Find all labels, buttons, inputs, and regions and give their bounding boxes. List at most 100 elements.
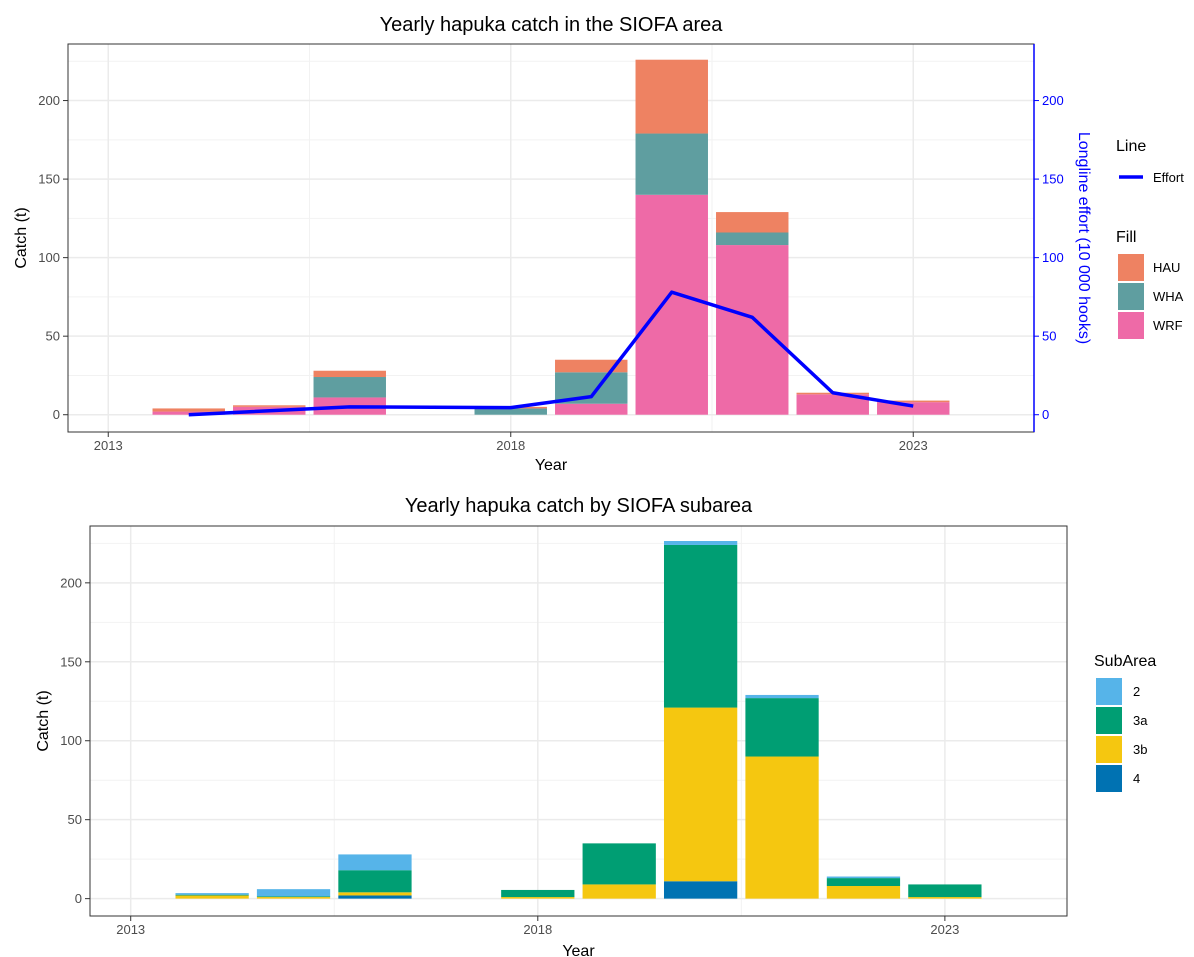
x-tick-label: 2023 xyxy=(930,922,959,937)
bar-3a-2016 xyxy=(338,870,412,893)
grid xyxy=(68,44,1034,432)
legend-key-3a xyxy=(1096,707,1122,734)
legend-key-2 xyxy=(1096,678,1122,705)
bar-2-2014 xyxy=(175,893,249,895)
legend-key-3b xyxy=(1096,736,1122,763)
right-axis-label: Longline effort (10 000 hooks) xyxy=(1075,132,1092,344)
bar-WHA-2020 xyxy=(635,133,708,195)
x-tick-label: 2013 xyxy=(94,438,123,453)
y-tick-label: 200 xyxy=(60,575,82,590)
bar-3a-2022 xyxy=(826,878,901,886)
panel-border xyxy=(67,43,1035,433)
y-tick-label: 200 xyxy=(38,93,60,108)
bar-WRF-2021 xyxy=(716,245,789,415)
bar-3a-2018 xyxy=(501,889,575,898)
bar-HAU-2014 xyxy=(152,408,225,412)
bar-HAU-2021 xyxy=(716,212,789,233)
legend-label-3a: 3a xyxy=(1133,713,1148,728)
bar-WRF-2023 xyxy=(877,402,950,415)
bar-3b-2018 xyxy=(501,897,575,899)
y-axis-label: Catch (t) xyxy=(35,690,52,751)
chart-1: 0 50 100 150 200 Longline effort (10 000 hook… xyxy=(13,14,1184,474)
bar-4-2016 xyxy=(338,895,412,899)
bar-HAU-2016 xyxy=(313,370,386,378)
legend-title-subarea: SubArea xyxy=(1094,653,1156,670)
bar-HAU-2023 xyxy=(877,400,950,403)
bar-2-2021 xyxy=(745,694,819,699)
bar-3b-2022 xyxy=(826,886,901,899)
bar-3b-2020 xyxy=(663,707,738,882)
y-tick-label: 100 xyxy=(60,733,82,748)
x-tick-label: 2013 xyxy=(116,922,145,937)
bar-WHA-2016 xyxy=(313,377,386,398)
bar-2-2015 xyxy=(256,889,331,897)
y-tick-label: 150 xyxy=(38,172,60,187)
bar-HAU-2019 xyxy=(555,359,628,373)
right-tick-label: 0 xyxy=(1042,407,1049,422)
bars xyxy=(152,59,950,415)
legend-key-4 xyxy=(1096,765,1122,792)
chart-2: 0 50 100 150 200 2013 2018 2023 Yearly hapuka ca… xyxy=(35,495,1156,957)
legend-title-fill: Fill xyxy=(1116,229,1136,246)
bar-2-2022 xyxy=(826,876,901,879)
bar-3b-2014 xyxy=(175,895,249,899)
legend-label-2: 2 xyxy=(1133,684,1140,699)
legend-label-4: 4 xyxy=(1133,771,1140,786)
bar-3a-2019 xyxy=(582,843,656,885)
legend-label-effort: Effort xyxy=(1153,170,1184,185)
bar-3a-2023 xyxy=(908,884,982,898)
bar-3b-2023 xyxy=(908,897,982,899)
grid xyxy=(90,526,1067,916)
right-tick-label: 100 xyxy=(1042,250,1064,265)
bar-WRF-2020 xyxy=(635,194,708,415)
y-tick-label: 0 xyxy=(53,407,60,422)
y-tick-label: 50 xyxy=(68,812,82,827)
x-tick-label: 2023 xyxy=(899,438,928,453)
bar-3b-2019 xyxy=(582,884,656,899)
bar-HAU-2015 xyxy=(233,405,306,407)
bar-2-2016 xyxy=(338,854,412,871)
legend-key-WRF xyxy=(1118,312,1144,339)
right-tick-label: 50 xyxy=(1042,329,1056,344)
bar-2-2020 xyxy=(663,541,738,545)
x-axis-label: Year xyxy=(535,457,568,474)
bar-3a-2020 xyxy=(663,544,738,708)
right-tick-label: 150 xyxy=(1042,172,1064,187)
legend-label-WRF: WRF xyxy=(1153,318,1183,333)
bar-3a-2015 xyxy=(256,896,331,898)
legend-key-WHA xyxy=(1118,283,1144,310)
legend-key-HAU xyxy=(1118,254,1144,281)
legend: SubArea 2 3a 3b 4 xyxy=(1094,653,1156,792)
bar-WHA-2018 xyxy=(474,408,547,415)
y-tick-label: 100 xyxy=(38,250,60,265)
panel-border xyxy=(89,525,1068,917)
bar-3b-2021 xyxy=(745,756,819,899)
bar-3a-2014 xyxy=(175,894,249,896)
y-axis-label: Catch (t) xyxy=(13,207,30,268)
bar-3b-2015 xyxy=(256,897,331,899)
right-tick-label: 200 xyxy=(1042,93,1064,108)
bar-3a-2021 xyxy=(745,698,819,757)
legend-title-line: Line xyxy=(1116,138,1146,155)
legend-label-HAU: HAU xyxy=(1153,260,1180,275)
x-tick-label: 2018 xyxy=(496,438,525,453)
y-tick-label: 150 xyxy=(60,654,82,669)
chart-title: Yearly hapuka catch in the SIOFA area xyxy=(380,14,724,36)
legend-label-WHA: WHA xyxy=(1153,289,1184,304)
chart-title: Yearly hapuka catch by SIOFA subarea xyxy=(405,495,753,517)
y-tick-label: 0 xyxy=(75,891,82,906)
legend: Line Effort Fill HAU WHA WRF xyxy=(1116,138,1184,339)
bar-WRF-2022 xyxy=(796,394,869,415)
x-tick-label: 2018 xyxy=(523,922,552,937)
legend-label-3b: 3b xyxy=(1133,742,1147,757)
bar-HAU-2020 xyxy=(635,59,708,134)
x-axis-label: Year xyxy=(562,943,595,957)
bar-3b-2016 xyxy=(338,892,412,896)
y-tick-label: 50 xyxy=(46,329,60,344)
effort-line xyxy=(188,290,914,417)
bar-WRF-2019 xyxy=(555,403,628,415)
bar-WHA-2021 xyxy=(716,232,789,246)
bars xyxy=(175,541,982,899)
bar-4-2020 xyxy=(663,881,738,899)
